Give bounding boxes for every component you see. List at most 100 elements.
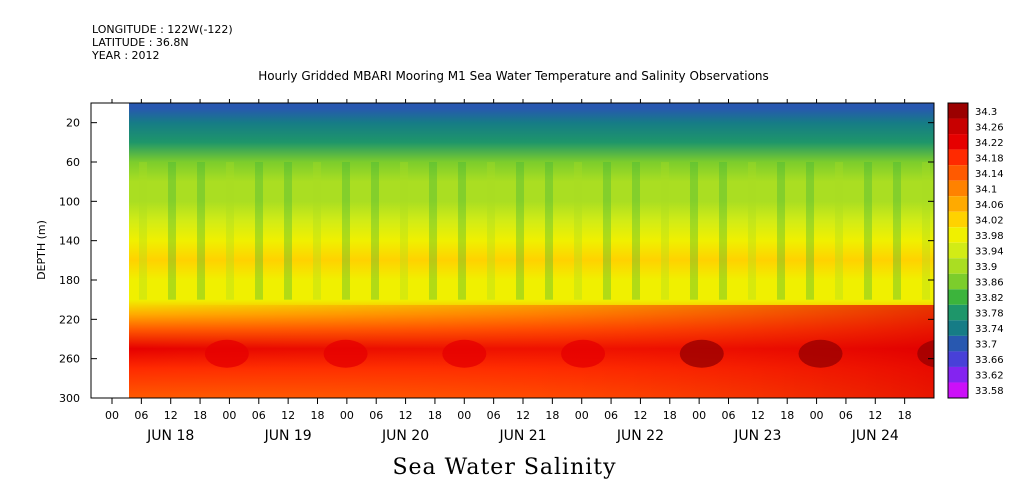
x-hour-label: 12 — [164, 409, 178, 422]
variability-streak — [545, 162, 553, 300]
colorbar-label: 33.62 — [975, 371, 1004, 382]
variability-streak — [226, 162, 234, 300]
variability-streak — [516, 162, 524, 300]
y-axis: 20 60 100 140 180 220 260 300 — [59, 117, 934, 405]
colorbar-swatch — [948, 366, 968, 383]
y-tick-label: 260 — [59, 353, 80, 366]
colorbar-swatch — [948, 289, 968, 305]
colorbar-swatch — [948, 165, 968, 181]
variability-streak — [284, 162, 292, 300]
variability-streak — [777, 162, 785, 300]
salinity-core — [323, 339, 368, 368]
colorbar-swatch — [948, 258, 968, 274]
x-hour-label: 18 — [545, 409, 559, 422]
variability-streak — [864, 162, 872, 300]
x-hour-label: 12 — [751, 409, 765, 422]
x-hour-label: 06 — [134, 409, 148, 422]
plot-frame — [90, 102, 935, 399]
x-hour-label: 18 — [663, 409, 677, 422]
colorbar-swatch — [948, 273, 968, 290]
colorbar-label: 33.66 — [975, 355, 1004, 366]
y-tick-label: 300 — [59, 392, 80, 405]
x-hour-label: 00 — [105, 409, 119, 422]
variability-streak — [255, 162, 263, 300]
x-hour-label: 00 — [810, 409, 824, 422]
x-hour-label: 12 — [516, 409, 530, 422]
variability-streak — [487, 162, 495, 300]
x-hour-label: 06 — [722, 409, 736, 422]
colorbar-label: 34.1 — [975, 184, 997, 195]
colorbar-label: 34.3 — [975, 107, 997, 118]
x-axis: 00 06 12 18 00 06 12 18 00 06 12 18 00 06 12 18 00 06 12 18… — [105, 99, 912, 444]
colorbar-label: 33.7 — [975, 340, 997, 351]
colorbar-swatch — [948, 196, 968, 212]
x-hour-label: 18 — [780, 409, 794, 422]
y-tick-label: 100 — [59, 195, 80, 208]
colorbar-label: 33.58 — [975, 386, 1004, 397]
x-hour-label: 00 — [457, 409, 471, 422]
variability-streak — [661, 162, 669, 300]
variability-streak — [806, 162, 814, 300]
colorbar-label: 33.82 — [975, 293, 1004, 304]
year-label: YEAR : 2012 — [92, 49, 160, 62]
x-day-label: JUN 23 — [733, 428, 781, 444]
x-day-label: JUN 20 — [381, 428, 429, 444]
salinity-core — [442, 339, 487, 368]
salinity-variability — [139, 162, 934, 368]
y-tick-label: 60 — [66, 156, 80, 169]
colorbar-label: 33.94 — [975, 247, 1004, 258]
x-day-label: JUN 21 — [498, 428, 546, 444]
colorbar-label: 33.78 — [975, 309, 1004, 320]
x-hour-label: 18 — [311, 409, 325, 422]
colorbar-swatch — [948, 304, 968, 321]
colorbar: 34.3 34.26 34.22 34.18 34.14 34.1 34.06 34.02 33… — [947, 102, 1004, 399]
x-day-label: JUN 18 — [146, 428, 194, 444]
x-hour-label: 06 — [839, 409, 853, 422]
chart-title: Hourly Gridded MBARI Mooring M1 Sea Wate… — [258, 69, 769, 83]
x-hour-label: 06 — [252, 409, 266, 422]
x-day-label: JUN 19 — [264, 428, 312, 444]
y-tick-label: 180 — [59, 274, 80, 287]
y-axis-label: DEPTH (m) — [35, 220, 48, 280]
variability-streak — [400, 162, 408, 300]
y-tick-label: 20 — [66, 117, 80, 130]
colorbar-swatch — [948, 335, 968, 352]
colorbar-label: 34.26 — [975, 122, 1004, 133]
colorbar-swatch — [948, 242, 968, 259]
variability-streak — [313, 162, 321, 300]
x-hour-label: 00 — [340, 409, 354, 422]
colorbar-swatch — [948, 103, 968, 119]
variability-streak — [632, 162, 640, 300]
salinity-core — [798, 339, 843, 368]
x-hour-label: 00 — [575, 409, 589, 422]
variability-streak — [342, 162, 350, 300]
x-hour-label: 12 — [281, 409, 295, 422]
variability-streak — [835, 162, 843, 300]
colorbar-label: 33.98 — [975, 231, 1004, 242]
y-tick-label: 140 — [59, 235, 80, 248]
colorbar-swatch — [948, 227, 968, 243]
x-hour-label: 12 — [399, 409, 413, 422]
variability-streak — [574, 162, 582, 300]
colorbar-swatch — [948, 180, 968, 197]
colorbar-swatch — [948, 149, 968, 166]
x-day-label: JUN 24 — [851, 428, 899, 444]
variable-label: Sea Water Salinity — [392, 455, 617, 480]
colorbar-label: 34.02 — [975, 215, 1004, 226]
variability-streak — [458, 162, 466, 300]
colorbar-frame — [947, 102, 969, 399]
salinity-core — [917, 340, 934, 368]
x-hour-label: 18 — [428, 409, 442, 422]
x-hour-label: 12 — [868, 409, 882, 422]
colorbar-swatch — [948, 382, 968, 398]
salinity-core — [204, 339, 249, 368]
colorbar-label: 34.06 — [975, 200, 1004, 211]
x-day-label: JUN 22 — [616, 428, 664, 444]
colorbar-swatch — [948, 351, 968, 367]
salinity-core — [679, 339, 724, 368]
longitude-label: LONGITUDE : 122W(-122) — [92, 23, 233, 36]
colorbar-label: 33.86 — [975, 278, 1004, 289]
variability-streak — [371, 162, 379, 300]
x-hour-label: 18 — [193, 409, 207, 422]
